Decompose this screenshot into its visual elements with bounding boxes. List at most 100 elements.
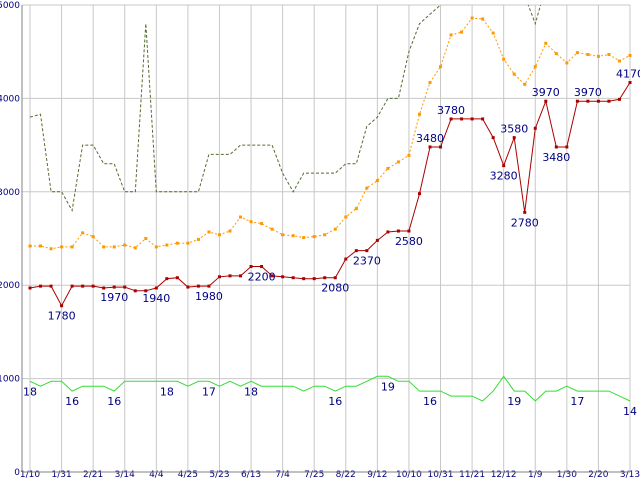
data-point-marker bbox=[407, 153, 411, 157]
data-point-marker bbox=[365, 186, 369, 190]
data-point-marker bbox=[49, 247, 53, 251]
data-point-marker bbox=[386, 230, 390, 234]
data-point-marker bbox=[260, 222, 264, 226]
price-data-label: 2580 bbox=[395, 235, 423, 248]
x-tick-label: 1/31 bbox=[51, 470, 71, 480]
data-point-marker bbox=[396, 160, 400, 164]
data-point-marker bbox=[533, 65, 537, 69]
data-point-marker bbox=[586, 99, 590, 103]
data-point-marker bbox=[439, 65, 443, 69]
data-point-marker bbox=[165, 243, 169, 247]
data-point-marker bbox=[523, 82, 527, 86]
volume-data-label: 18 bbox=[23, 385, 37, 398]
x-tick-label: 1/9 bbox=[528, 470, 543, 480]
data-point-marker bbox=[565, 61, 569, 65]
data-point-marker bbox=[449, 117, 453, 121]
data-point-marker bbox=[407, 229, 411, 233]
data-point-marker bbox=[260, 265, 264, 269]
data-point-marker bbox=[354, 207, 358, 211]
x-tick-label: 7/4 bbox=[275, 470, 290, 480]
data-point-marker bbox=[91, 235, 95, 239]
data-point-marker bbox=[586, 53, 590, 57]
data-point-marker bbox=[123, 285, 127, 289]
x-tick-label: 7/25 bbox=[304, 470, 324, 480]
volume-data-label: 16 bbox=[65, 395, 79, 408]
data-point-marker bbox=[207, 230, 211, 234]
data-point-marker bbox=[144, 289, 148, 293]
data-point-marker bbox=[302, 236, 306, 240]
data-point-marker bbox=[81, 231, 85, 235]
data-point-marker bbox=[196, 237, 200, 241]
data-point-marker bbox=[533, 126, 537, 130]
data-point-marker bbox=[417, 192, 421, 196]
volume-data-label: 19 bbox=[381, 380, 395, 393]
data-point-marker bbox=[512, 136, 516, 140]
data-point-marker bbox=[217, 275, 221, 279]
chart-series bbox=[28, 5, 632, 402]
data-point-marker bbox=[554, 145, 558, 149]
data-point-marker bbox=[186, 241, 190, 245]
x-tick-label: 6/13 bbox=[241, 470, 261, 480]
data-point-marker bbox=[60, 304, 64, 308]
data-point-marker bbox=[628, 53, 632, 57]
data-point-marker bbox=[617, 97, 621, 101]
data-point-marker bbox=[291, 234, 295, 238]
volume-data-label: 18 bbox=[244, 385, 258, 398]
price-data-label: 2780 bbox=[511, 216, 539, 229]
data-point-marker bbox=[439, 145, 443, 149]
data-point-marker bbox=[102, 245, 106, 249]
data-point-marker bbox=[544, 41, 548, 45]
data-point-marker bbox=[81, 284, 85, 288]
price-data-label: 3780 bbox=[437, 104, 465, 117]
data-point-marker bbox=[91, 284, 95, 288]
data-point-marker bbox=[596, 99, 600, 103]
volume-data-label: 17 bbox=[570, 395, 584, 408]
data-point-marker bbox=[239, 274, 243, 278]
price-data-label: 4170 bbox=[616, 68, 640, 81]
data-point-marker bbox=[28, 244, 32, 248]
data-point-marker bbox=[470, 16, 474, 20]
data-point-marker bbox=[70, 245, 74, 249]
data-point-marker bbox=[491, 136, 495, 140]
data-point-marker bbox=[249, 220, 253, 224]
data-point-marker bbox=[523, 210, 527, 214]
data-point-marker bbox=[123, 243, 127, 247]
y-tick-label: 0 bbox=[14, 468, 20, 478]
data-point-marker bbox=[607, 53, 611, 57]
volume-data-label: 17 bbox=[202, 385, 216, 398]
data-point-marker bbox=[175, 276, 179, 280]
data-point-marker bbox=[239, 215, 243, 219]
volume-data-label: 16 bbox=[423, 395, 437, 408]
volume-data-label: 14 bbox=[623, 405, 637, 418]
data-point-marker bbox=[365, 249, 369, 253]
data-point-marker bbox=[575, 99, 579, 103]
data-point-marker bbox=[154, 245, 158, 249]
data-point-marker bbox=[607, 99, 611, 103]
data-point-marker bbox=[491, 31, 495, 35]
data-point-marker bbox=[186, 285, 190, 289]
data-point-marker bbox=[470, 117, 474, 121]
data-point-marker bbox=[428, 81, 432, 85]
series-line bbox=[29, 5, 542, 212]
data-point-marker bbox=[196, 284, 200, 288]
data-point-marker bbox=[291, 276, 295, 280]
volume-data-label: 16 bbox=[107, 395, 121, 408]
data-point-marker bbox=[502, 164, 506, 168]
data-point-marker bbox=[175, 241, 179, 245]
x-tick-label: 2/20 bbox=[588, 470, 608, 480]
price-data-label: 1780 bbox=[48, 310, 76, 323]
x-tick-label: 11/21 bbox=[459, 470, 485, 480]
data-point-marker bbox=[165, 277, 169, 281]
x-tick-label: 5/23 bbox=[209, 470, 229, 480]
data-point-marker bbox=[617, 59, 621, 63]
data-point-marker bbox=[270, 274, 274, 278]
data-point-marker bbox=[112, 245, 116, 249]
y-tick-label: 4000 bbox=[0, 94, 20, 104]
data-point-marker bbox=[112, 285, 116, 289]
price-data-label: 1940 bbox=[142, 292, 170, 305]
x-tick-label: 2/21 bbox=[83, 470, 103, 480]
data-point-marker bbox=[481, 17, 485, 21]
data-point-marker bbox=[512, 72, 516, 76]
